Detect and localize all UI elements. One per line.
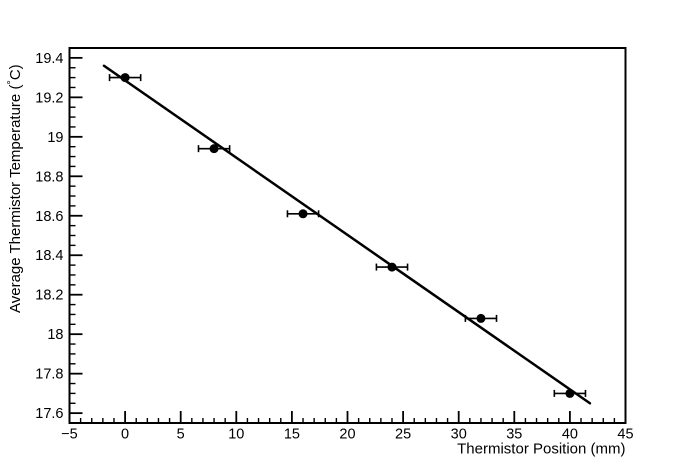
data-point-marker	[476, 313, 486, 323]
y-axis-tick-label: 19	[47, 130, 63, 146]
y-axis-tick-label: 19.4	[35, 51, 63, 67]
y-axis-tick-label: 18.2	[35, 288, 63, 304]
x-axis-tick-label: 25	[395, 427, 411, 443]
x-axis-tick-label: −5	[61, 427, 78, 443]
x-axis-tick-label: 45	[617, 427, 633, 443]
data-point-marker	[120, 73, 130, 83]
data-point-marker	[209, 144, 219, 154]
data-point-marker	[387, 262, 397, 272]
y-axis-title: Average Thermistor Temperature (°C)	[6, 64, 24, 313]
x-axis-tick-label: 30	[451, 427, 467, 443]
y-axis-tick-label: 17.6	[35, 406, 63, 422]
y-axis-tick-label: 18.8	[35, 169, 63, 185]
x-axis-tick-label: 20	[339, 427, 355, 443]
x-axis-tick-label: 5	[177, 427, 185, 443]
data-point-marker	[298, 209, 308, 219]
x-axis-tick-label: 0	[121, 427, 129, 443]
y-axis-tick-label: 18	[47, 327, 63, 343]
x-axis-tick-label: 35	[506, 427, 522, 443]
y-axis-tick-label: 18.4	[35, 248, 63, 264]
x-axis-tick-label: 10	[228, 427, 244, 443]
y-axis-tick-label: 18.6	[35, 209, 63, 225]
y-axis-tick-label: 17.8	[35, 367, 63, 383]
data-point-marker	[565, 388, 575, 398]
fit-line	[102, 64, 592, 405]
x-axis-tick-label: 15	[284, 427, 300, 443]
x-axis-tick-label: 40	[562, 427, 578, 443]
y-axis-tick-label: 19.2	[35, 90, 63, 106]
x-axis-title: Thermistor Position (mm)	[457, 441, 625, 458]
